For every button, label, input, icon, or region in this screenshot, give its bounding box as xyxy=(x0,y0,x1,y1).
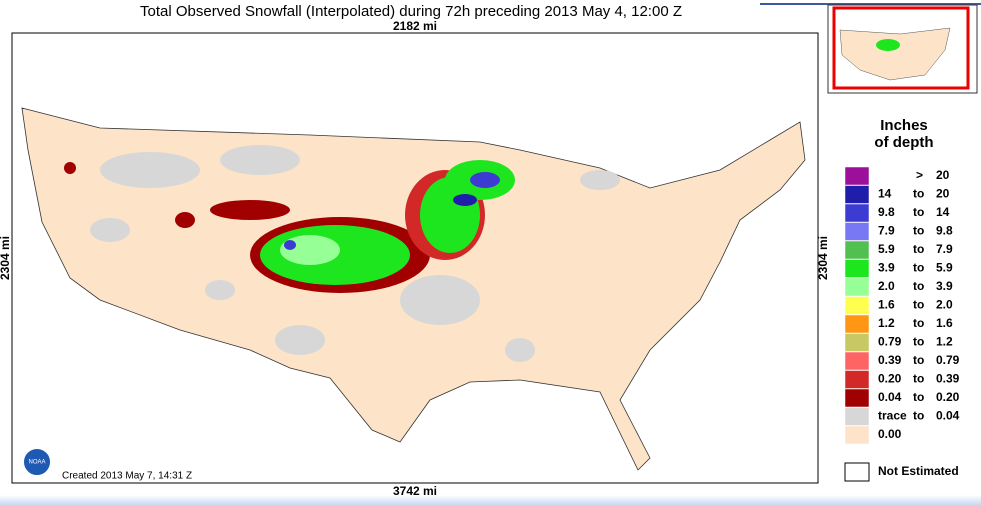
created-label: Created 2013 May 7, 14:31 Z xyxy=(62,471,192,482)
legend-label: 14 xyxy=(878,187,892,201)
map: NOAA Created 2013 May 7, 14:31 Z xyxy=(11,32,819,484)
legend-label: 9.8 xyxy=(936,224,953,238)
legend-label: 5.9 xyxy=(936,261,953,275)
logo xyxy=(22,447,52,477)
snow-areas xyxy=(64,160,515,293)
legend-label: 0.04 xyxy=(936,409,960,423)
legend-label: 2.0 xyxy=(936,298,953,312)
legend-label: to xyxy=(913,298,924,312)
legend-label: 1.6 xyxy=(936,316,953,330)
legend-label: 0.79 xyxy=(936,353,960,367)
legend-label: 20 xyxy=(936,168,950,182)
legend-label: 0.04 xyxy=(878,390,902,404)
legend-title: Inches xyxy=(880,117,928,134)
legend-label: 0.20 xyxy=(878,372,902,386)
legend-label: to xyxy=(913,353,924,367)
legend-swatch xyxy=(844,277,870,297)
legend-swatch xyxy=(844,185,870,204)
legend-label: to xyxy=(913,390,924,404)
legend-label: 9.8 xyxy=(878,205,895,219)
legend-swatch xyxy=(844,370,870,389)
legend-swatch xyxy=(844,388,870,408)
legend-label: 0.39 xyxy=(936,372,960,386)
legend-swatch xyxy=(844,462,870,482)
legend: >20 14 to 20 9.8 to 14 7.9 to 9.8 5.9 to 7.9 3.9 to 5.9… xyxy=(844,166,960,445)
legend-label: 1.2 xyxy=(936,335,953,349)
legend-label: to xyxy=(913,205,924,219)
legend-label: 0.20 xyxy=(936,390,960,404)
legend-swatch xyxy=(844,259,870,278)
distance-label: 2304 mi xyxy=(816,236,830,280)
title: Total Observed Snowfall (Interpolated) d… xyxy=(140,3,682,20)
legend-label: Not Estimated xyxy=(878,464,959,478)
legend-label: > xyxy=(916,168,923,182)
legend-label: 1.2 xyxy=(878,316,895,330)
legend-label: 3.9 xyxy=(878,261,895,275)
legend-label: to xyxy=(913,372,924,386)
distance-label: 3742 mi xyxy=(393,484,437,498)
legend-swatch xyxy=(844,296,870,315)
legend-title: of depth xyxy=(874,134,933,151)
trace-areas xyxy=(90,145,620,362)
legend-swatch xyxy=(844,240,870,260)
legend-label: to xyxy=(913,279,924,293)
legend-label: 3.9 xyxy=(936,279,953,293)
legend-swatch xyxy=(844,425,870,445)
legend-label: 5.9 xyxy=(878,242,895,256)
legend-label: to xyxy=(913,335,924,349)
legend-label: 2.0 xyxy=(878,279,895,293)
logo-text: NOAA xyxy=(28,460,45,466)
legend-label: 0.79 xyxy=(878,335,902,349)
legend-swatch xyxy=(844,203,870,223)
legend-label: 7.9 xyxy=(936,242,953,256)
distance-label: 2182 mi xyxy=(393,19,437,33)
legend-label: 14 xyxy=(936,205,950,219)
legend-label: to xyxy=(913,409,924,423)
legend-label: to xyxy=(913,242,924,256)
legend-swatch xyxy=(844,166,870,186)
legend-label: 20 xyxy=(936,187,950,201)
legend-swatch xyxy=(844,222,870,241)
legend-label: 0.00 xyxy=(878,427,902,441)
legend-label: 1.6 xyxy=(878,298,895,312)
legend-label: to xyxy=(913,187,924,201)
legend-label: to xyxy=(913,316,924,330)
legend-swatch xyxy=(844,351,870,371)
legend-label: 0.39 xyxy=(878,353,902,367)
legend-label: to xyxy=(913,261,924,275)
legend-label: to xyxy=(913,224,924,238)
legend-swatch xyxy=(844,407,870,426)
legend-label: trace xyxy=(878,409,907,423)
legend-swatch xyxy=(844,314,870,334)
bottom-strip xyxy=(0,495,981,505)
legend-swatch xyxy=(844,333,870,352)
distance-label: 2304 mi xyxy=(0,236,12,280)
minimap xyxy=(827,4,978,94)
legend-label: 7.9 xyxy=(878,224,895,238)
